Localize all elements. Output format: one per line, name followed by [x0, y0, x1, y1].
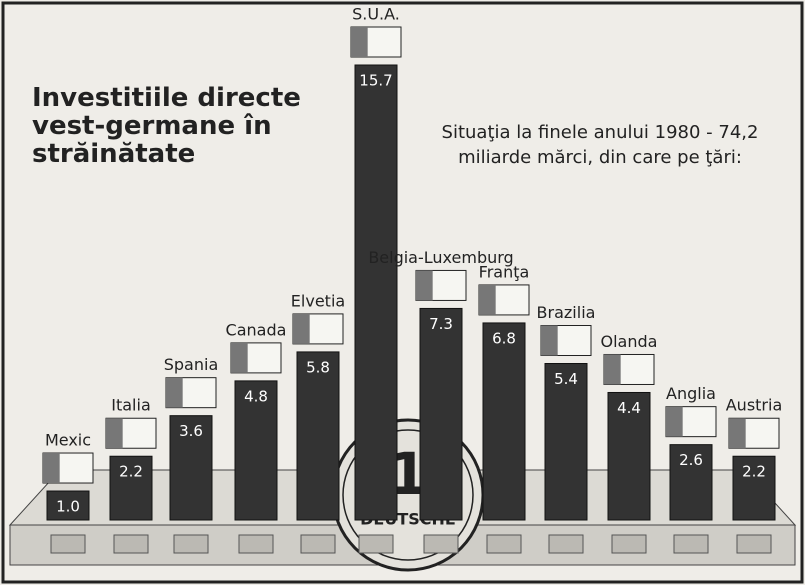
base-block [239, 535, 273, 553]
chart-title: Investitiile directe vest-germane în str… [32, 84, 332, 168]
category-label: Elvetia [291, 291, 345, 310]
value-label: 2.2 [119, 463, 143, 481]
category-label: Spania [164, 355, 219, 374]
base-block [114, 535, 148, 553]
value-label: 6.8 [492, 329, 516, 347]
base-block [51, 535, 85, 553]
flag-stripe [604, 354, 621, 384]
category-label: Italia [111, 396, 151, 415]
value-label: 2.6 [679, 451, 703, 469]
base-block [359, 535, 393, 553]
flag-stripe [416, 270, 433, 300]
base-block [487, 535, 521, 553]
base-block [301, 535, 335, 553]
category-label: Austria [726, 396, 783, 415]
value-label: 15.7 [359, 72, 392, 90]
flag-stripe [231, 343, 248, 373]
base-block [549, 535, 583, 553]
flag-stripe [479, 285, 496, 315]
flag-stripe [351, 27, 368, 57]
flag-stripe [729, 418, 746, 448]
value-label: 2.2 [742, 463, 766, 481]
value-label: 4.4 [617, 399, 641, 417]
category-label: S.U.A. [352, 5, 400, 24]
page: 1 DEUTSCHE 1.0Mexic2.2Italia3.6Spania4.8… [0, 0, 805, 585]
base-block [737, 535, 771, 553]
bar [420, 308, 462, 520]
base-block [174, 535, 208, 553]
category-label: Canada [226, 320, 287, 339]
flag-stripe [541, 326, 558, 356]
category-label: Anglia [666, 384, 716, 403]
value-label: 3.6 [179, 422, 203, 440]
flag-stripe [106, 418, 123, 448]
bar [483, 323, 525, 520]
bar [355, 65, 397, 520]
bar [297, 352, 339, 520]
value-label: 7.3 [429, 315, 453, 333]
value-label: 1.0 [56, 498, 80, 516]
base-block [674, 535, 708, 553]
flag-stripe [293, 314, 310, 344]
value-label: 4.8 [244, 387, 268, 405]
flag-stripe [166, 378, 183, 408]
base-block [424, 535, 458, 553]
category-label: Olanda [601, 332, 658, 351]
category-label: Franţa [479, 262, 530, 281]
flag-stripe [666, 407, 683, 437]
category-label: Mexic [45, 431, 91, 450]
value-label: 5.8 [306, 358, 330, 376]
value-label: 5.4 [554, 370, 578, 388]
category-label: Brazilia [537, 303, 596, 322]
flag-stripe [43, 453, 60, 483]
chart-subtitle: Situaţia la finele anului 1980 - 74,2 mi… [430, 120, 770, 170]
base-block [612, 535, 646, 553]
